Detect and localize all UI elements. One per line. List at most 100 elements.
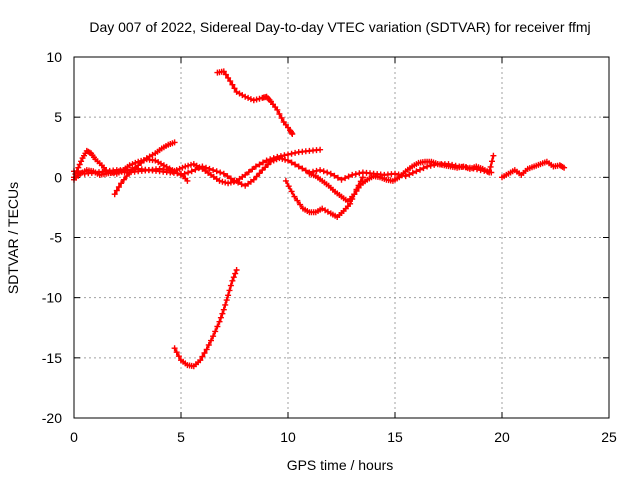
x-tick-label: 5: [177, 429, 185, 445]
data-point: [179, 164, 186, 171]
data-point: [222, 179, 229, 186]
data-point: [129, 161, 136, 168]
data-point: [201, 350, 208, 356]
data-point: [210, 167, 217, 174]
data-point: [227, 282, 234, 289]
data-point: [313, 167, 320, 174]
data-point: [299, 165, 306, 172]
y-tick-label: -15: [42, 350, 62, 366]
data-point: [281, 152, 288, 159]
data-point: [342, 175, 349, 182]
data-point: [219, 178, 226, 185]
series-line: [500, 160, 566, 179]
data-point: [208, 337, 214, 344]
y-tick-label: 5: [54, 109, 62, 125]
data-point: [216, 318, 223, 325]
series-line: [284, 176, 364, 219]
data-point: [288, 188, 295, 195]
data-point: [224, 173, 231, 180]
data-point: [274, 106, 281, 113]
data-point: [197, 357, 204, 364]
data-point: [277, 153, 284, 160]
series-track-h: [306, 152, 497, 205]
data-point: [359, 174, 366, 181]
data-point: [111, 191, 118, 198]
data-point: [205, 342, 212, 348]
data-point: [487, 163, 494, 170]
data-point: [206, 165, 213, 172]
x-tick-label: 0: [70, 429, 78, 445]
data-point: [252, 163, 259, 170]
data-point: [295, 163, 302, 170]
x-tick-label: 25: [601, 429, 617, 445]
x-tick-label: 10: [280, 429, 296, 445]
data-point: [324, 169, 331, 176]
data-point: [222, 71, 229, 78]
data-point: [262, 164, 269, 171]
data-point: [216, 177, 223, 184]
data-point: [353, 188, 360, 194]
data-point: [256, 95, 263, 102]
data-point: [345, 173, 352, 180]
data-point: [184, 177, 191, 184]
data-point: [229, 277, 236, 284]
data-point: [250, 97, 257, 104]
data-point: [227, 179, 234, 186]
data-series: [71, 68, 568, 370]
data-point: [176, 165, 183, 172]
data-point: [226, 287, 233, 294]
y-tick-label: 10: [46, 49, 62, 65]
y-axis-label: SDTVAR / TECUs: [5, 182, 21, 294]
data-point: [406, 171, 413, 178]
data-point: [232, 270, 239, 277]
data-point: [245, 169, 252, 176]
chart-title: Day 007 of 2022, Sidereal Day-to-day VTE…: [89, 19, 590, 35]
data-point: [173, 167, 180, 174]
data-point: [242, 171, 249, 178]
data-point: [490, 152, 497, 159]
data-point: [188, 168, 195, 175]
data-point: [265, 161, 271, 168]
data-point: [230, 178, 237, 185]
data-point: [486, 169, 493, 176]
data-point: [288, 150, 295, 157]
data-point: [409, 169, 416, 176]
plot-frame: [73, 56, 610, 419]
data-point: [219, 310, 226, 317]
tick-labels: 0 5 10 15 20 25 -20 -15 -10 -5 0 5 10: [42, 49, 617, 445]
data-point: [338, 176, 345, 183]
y-tick-label: -20: [42, 410, 62, 426]
data-point: [249, 166, 256, 173]
data-point: [417, 166, 423, 173]
data-point: [171, 345, 178, 352]
data-point: [285, 183, 292, 190]
data-point: [126, 162, 133, 169]
data-point: [294, 197, 301, 204]
y-tick-label: -10: [42, 290, 62, 306]
data-point: [489, 158, 495, 165]
data-point: [233, 267, 240, 273]
data-point: [352, 171, 359, 178]
data-point: [276, 111, 283, 117]
data-point: [222, 301, 229, 308]
data-point: [253, 173, 260, 180]
data-point: [203, 346, 210, 353]
data-point: [229, 81, 236, 88]
data-point: [225, 74, 232, 81]
data-point: [288, 159, 295, 166]
data-point: [227, 78, 234, 85]
data-point: [118, 180, 125, 187]
data-point: [282, 177, 289, 184]
data-point: [256, 161, 263, 168]
y-tick-label: -5: [50, 230, 63, 246]
data-point: [285, 157, 291, 164]
data-point: [173, 349, 180, 356]
data-point: [238, 181, 245, 188]
data-point: [392, 170, 398, 177]
data-point: [223, 297, 230, 304]
data-point: [317, 146, 324, 153]
x-tick-label: 15: [387, 429, 403, 445]
data-point: [230, 274, 237, 281]
data-point: [188, 161, 194, 168]
data-point: [242, 93, 249, 100]
